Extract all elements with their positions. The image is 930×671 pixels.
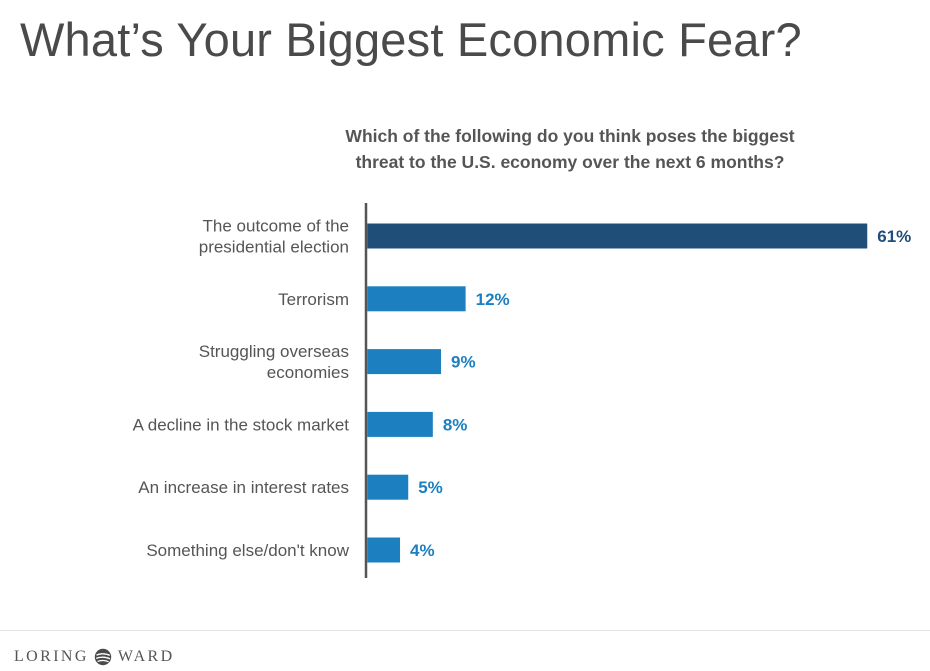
category-label-1-line-0: Terrorism xyxy=(278,290,349,309)
bar-1 xyxy=(367,286,466,312)
brand-logo: LORING WARD xyxy=(14,648,175,666)
bar-0 xyxy=(367,223,868,249)
bar-2 xyxy=(367,349,442,375)
footer-divider xyxy=(0,630,930,631)
value-label-4: 5% xyxy=(418,478,443,497)
category-label-2-line-1: economies xyxy=(267,363,349,382)
category-label-4-line-0: An increase in interest rates xyxy=(138,478,349,497)
category-label-0-line-0: The outcome of the xyxy=(203,217,349,236)
globe-mark-icon xyxy=(94,648,112,666)
chart-subtitle-line-2: threat to the U.S. economy over the next… xyxy=(355,152,785,172)
bar-3 xyxy=(367,411,433,437)
brand-name-left: LORING xyxy=(14,648,89,665)
value-label-1: 12% xyxy=(476,290,510,309)
slide-title: What’s Your Biggest Economic Fear? xyxy=(20,13,802,66)
value-label-0: 61% xyxy=(877,227,911,246)
bar-5 xyxy=(367,537,401,563)
brand-name-right: WARD xyxy=(117,648,175,665)
chart-subtitle-line-1: Which of the following do you think pose… xyxy=(345,126,795,146)
value-label-2: 9% xyxy=(451,353,476,372)
bar-4 xyxy=(367,474,409,500)
category-label-2-line-0: Struggling overseas xyxy=(199,342,349,361)
chart-subtitle: Which of the following do you think pose… xyxy=(250,123,890,175)
value-label-5: 4% xyxy=(410,541,435,560)
bar-chart: 61% The outcome of the presidential electi… xyxy=(133,203,911,578)
category-label-3-line-0: A decline in the stock market xyxy=(133,415,350,434)
category-label-0-line-1: presidential election xyxy=(199,238,349,257)
value-label-3: 8% xyxy=(443,415,468,434)
category-label-5-line-0: Something else/don't know xyxy=(146,541,349,560)
